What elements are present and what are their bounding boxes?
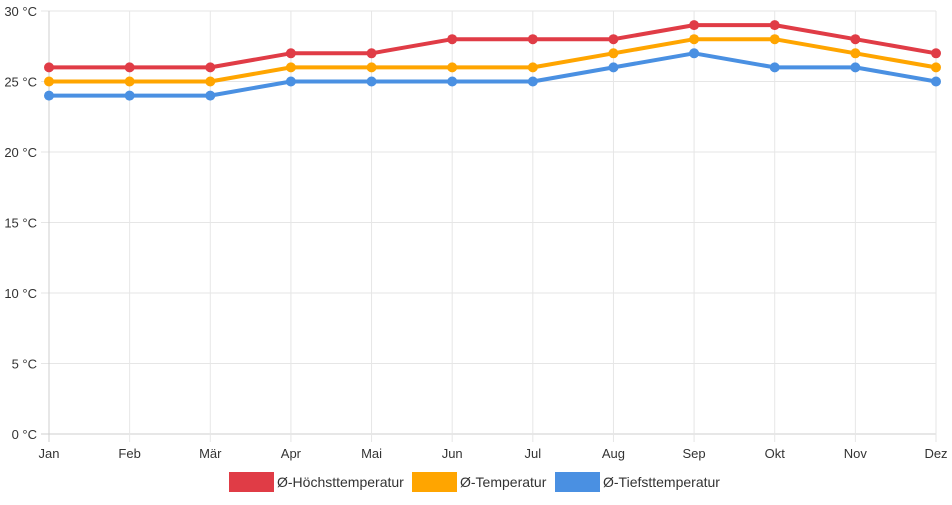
x-tick-label: Dez xyxy=(924,446,947,461)
legend-label: Ø-Tiefsttemperatur xyxy=(603,474,720,490)
data-point[interactable] xyxy=(124,90,135,101)
legend: Ø-Höchsttemperatur Ø-Temperatur Ø-Tiefstte… xyxy=(229,472,720,492)
grid xyxy=(41,10,937,442)
data-point[interactable] xyxy=(608,48,619,59)
y-tick-label: 15 °C xyxy=(4,216,37,231)
series-line xyxy=(47,37,938,84)
data-point[interactable] xyxy=(689,20,700,31)
data-point[interactable] xyxy=(931,76,941,87)
data-point[interactable] xyxy=(689,48,700,59)
data-point[interactable] xyxy=(124,62,135,73)
x-tick-label: Apr xyxy=(281,446,302,461)
series xyxy=(44,34,941,87)
data-point[interactable] xyxy=(44,76,54,87)
data-point[interactable] xyxy=(931,62,941,73)
data-point[interactable] xyxy=(608,62,619,73)
data-point[interactable] xyxy=(44,62,54,73)
series xyxy=(44,20,941,73)
legend-swatch xyxy=(555,472,600,492)
data-point[interactable] xyxy=(366,48,377,59)
data-point[interactable] xyxy=(527,76,538,87)
data-point[interactable] xyxy=(447,76,458,87)
x-tick-label: Mär xyxy=(199,446,222,461)
data-point[interactable] xyxy=(769,62,780,73)
data-point[interactable] xyxy=(850,48,861,59)
data-point[interactable] xyxy=(527,62,538,73)
x-tick-label: Feb xyxy=(118,446,140,461)
data-point[interactable] xyxy=(769,20,780,31)
series xyxy=(44,48,941,101)
legend-item[interactable]: Ø-Temperatur xyxy=(412,472,547,492)
legend-swatch xyxy=(412,472,457,492)
data-point[interactable] xyxy=(366,62,377,73)
series-line xyxy=(47,23,938,70)
y-tick-label: 30 °C xyxy=(4,4,37,19)
data-point[interactable] xyxy=(608,34,619,45)
data-point[interactable] xyxy=(447,34,458,45)
data-point[interactable] xyxy=(527,34,538,45)
data-point[interactable] xyxy=(285,76,296,87)
x-tick-label: Okt xyxy=(765,446,786,461)
y-tick-label: 25 °C xyxy=(4,75,37,90)
data-point[interactable] xyxy=(44,90,54,101)
legend-item[interactable]: Ø-Tiefsttemperatur xyxy=(555,472,720,492)
y-tick-label: 20 °C xyxy=(4,145,37,160)
data-point[interactable] xyxy=(769,34,780,45)
data-point[interactable] xyxy=(285,62,296,73)
legend-item[interactable]: Ø-Höchsttemperatur xyxy=(229,472,404,492)
data-point[interactable] xyxy=(205,62,216,73)
series-line xyxy=(47,51,938,98)
data-point[interactable] xyxy=(689,34,700,45)
data-point[interactable] xyxy=(205,76,216,87)
data-point[interactable] xyxy=(850,34,861,45)
legend-swatch xyxy=(229,472,274,492)
y-tick-label: 10 °C xyxy=(4,286,37,301)
x-tick-label: Jul xyxy=(525,446,542,461)
data-point[interactable] xyxy=(931,48,941,59)
y-tick-label: 5 °C xyxy=(12,357,37,372)
series-lines xyxy=(44,20,941,101)
legend-label: Ø-Temperatur xyxy=(460,474,547,490)
data-point[interactable] xyxy=(850,62,861,73)
legend-label: Ø-Höchsttemperatur xyxy=(277,474,404,490)
y-tick-label: 0 °C xyxy=(12,427,37,442)
x-tick-label: Jan xyxy=(39,446,60,461)
axes: 0 °C 5 °C 10 °C 15 °C 20 °C 25 °C 30 °C Jan Feb M… xyxy=(4,4,947,461)
data-point[interactable] xyxy=(366,76,377,87)
data-point[interactable] xyxy=(205,90,216,101)
x-tick-label: Aug xyxy=(602,446,625,461)
data-point[interactable] xyxy=(124,76,135,87)
x-tick-label: Mai xyxy=(361,446,382,461)
x-tick-label: Sep xyxy=(683,446,706,461)
x-tick-label: Jun xyxy=(442,446,463,461)
data-point[interactable] xyxy=(447,62,458,73)
data-point[interactable] xyxy=(285,48,296,59)
x-tick-label: Nov xyxy=(844,446,868,461)
